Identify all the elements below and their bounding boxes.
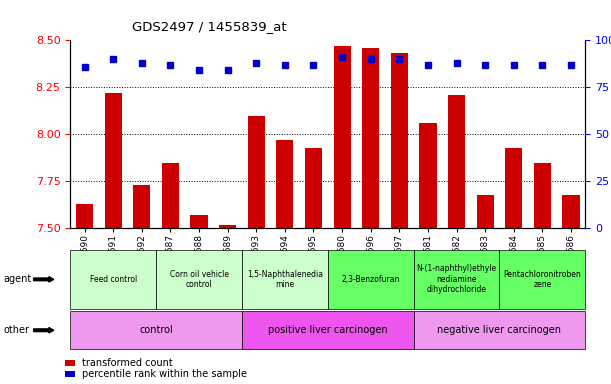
Text: Pentachloronitroben
zene: Pentachloronitroben zene — [503, 270, 581, 289]
Text: percentile rank within the sample: percentile rank within the sample — [82, 369, 247, 379]
Bar — [191, 215, 208, 228]
Text: 1,5-Naphthalenedia
mine: 1,5-Naphthalenedia mine — [247, 270, 323, 289]
Text: N-(1-naphthyl)ethyle
nediamine
dihydrochloride: N-(1-naphthyl)ethyle nediamine dihydroch… — [417, 265, 497, 294]
Bar — [362, 48, 379, 228]
Bar — [305, 147, 322, 228]
Text: GDS2497 / 1455839_at: GDS2497 / 1455839_at — [132, 20, 287, 33]
Text: agent: agent — [3, 274, 31, 285]
Text: Feed control: Feed control — [90, 275, 137, 284]
Text: other: other — [3, 325, 29, 335]
Text: negative liver carcinogen: negative liver carcinogen — [437, 325, 562, 335]
Bar — [276, 140, 293, 228]
Bar — [334, 46, 351, 228]
Bar — [419, 123, 436, 228]
Bar — [448, 95, 465, 228]
Bar — [219, 225, 236, 228]
Bar — [133, 185, 150, 228]
Text: positive liver carcinogen: positive liver carcinogen — [268, 325, 387, 335]
Text: transformed count: transformed count — [82, 358, 174, 368]
Bar — [534, 163, 551, 228]
Text: Corn oil vehicle
control: Corn oil vehicle control — [169, 270, 229, 289]
Bar — [247, 116, 265, 228]
Bar — [162, 163, 179, 228]
Bar — [505, 147, 522, 228]
Bar — [477, 195, 494, 228]
Bar — [104, 93, 122, 228]
Bar — [391, 53, 408, 228]
Bar — [563, 195, 580, 228]
Bar — [76, 204, 93, 228]
Text: control: control — [139, 325, 173, 335]
Text: 2,3-Benzofuran: 2,3-Benzofuran — [342, 275, 400, 284]
